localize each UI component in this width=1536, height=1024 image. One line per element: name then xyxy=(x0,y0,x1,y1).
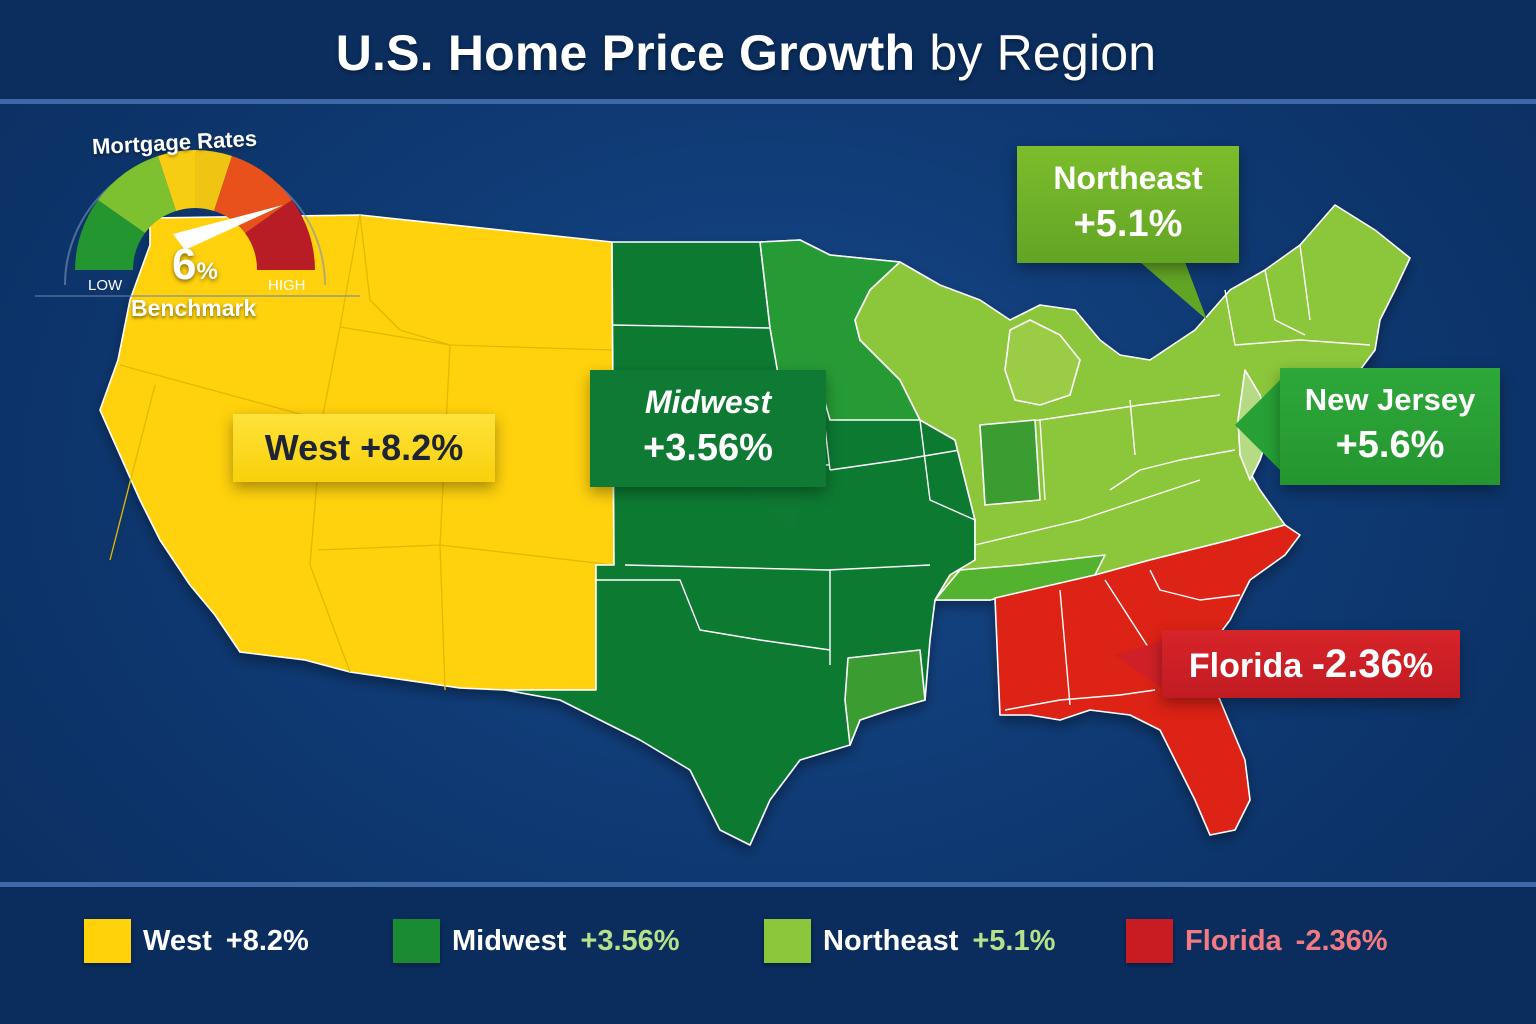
callout-northeast-region: Northeast xyxy=(1053,160,1203,196)
gauge-low-label: LOW xyxy=(88,277,123,294)
mortgage-rate-gauge xyxy=(30,120,360,340)
legend-item-west: West +8.2% xyxy=(84,918,309,964)
state-louisiana xyxy=(844,649,926,746)
gauge-value: 6% xyxy=(172,240,218,290)
legend-label: Midwest xyxy=(452,924,567,957)
header-bar xyxy=(0,0,1536,100)
title-bold: U.S. Home Price Growth xyxy=(335,25,916,81)
callout-northeast-value: +5.1% xyxy=(1073,203,1183,245)
legend-value: +5.1% xyxy=(972,924,1056,957)
callout-west-value: +8.2% xyxy=(360,427,464,468)
gauge-unit: % xyxy=(196,258,218,285)
legend-label: Northeast xyxy=(823,924,959,957)
callout-nj-region: New Jersey xyxy=(1304,382,1476,417)
legend-item-northeast: Northeast +5.1% xyxy=(764,918,1055,964)
legend-value: +8.2% xyxy=(225,924,309,957)
gauge-high-label: HIGH xyxy=(268,277,306,294)
legend-item-midwest: Midwest +3.56% xyxy=(393,918,680,964)
legend-item-florida: Florida -2.36% xyxy=(1126,918,1388,964)
callout-midwest: Midwest +3.56% xyxy=(590,370,826,487)
callout-new-jersey: New Jersey +5.6% xyxy=(1280,368,1500,485)
gauge-needle xyxy=(173,205,283,250)
legend-swatch-florida xyxy=(1126,919,1173,963)
title-light: by Region xyxy=(929,25,1157,81)
legend-label: West xyxy=(143,924,212,957)
gauge-caption: Benchmark xyxy=(131,295,257,321)
gauge-number: 6 xyxy=(172,240,197,289)
legend-swatch-northeast xyxy=(764,919,811,963)
callout-nj-value: +5.6% xyxy=(1335,424,1445,466)
legend-swatch-midwest xyxy=(393,919,440,963)
callout-west: West +8.2% xyxy=(233,414,495,482)
header-divider xyxy=(0,99,1536,104)
region-southeast xyxy=(994,524,1301,836)
callout-florida-unit: % xyxy=(1402,647,1434,685)
callout-florida-region: Florida xyxy=(1188,647,1303,685)
callout-florida-value: -2.36 xyxy=(1311,642,1403,686)
legend-value: +3.56% xyxy=(580,924,680,957)
state-tennessee xyxy=(934,554,1106,601)
legend-value: -2.36% xyxy=(1295,924,1388,957)
legend-swatch-west xyxy=(84,919,131,963)
callout-west-region: West xyxy=(264,427,351,468)
callout-midwest-region: Midwest xyxy=(644,384,772,420)
state-michigan xyxy=(1004,319,1081,406)
state-indiana xyxy=(979,419,1041,506)
callout-florida: Florida -2.36% xyxy=(1162,630,1460,698)
legend-label: Florida xyxy=(1185,924,1282,957)
callout-midwest-value: +3.56% xyxy=(643,427,773,469)
footer-divider xyxy=(0,882,1536,887)
gauge-svg xyxy=(35,150,360,297)
page-title: U.S. Home Price Growth by Region xyxy=(0,24,1492,82)
map-legend: West +8.2% Midwest +3.56% Northeast +5.1… xyxy=(0,918,1536,968)
callout-northeast: Northeast +5.1% xyxy=(1017,146,1239,263)
